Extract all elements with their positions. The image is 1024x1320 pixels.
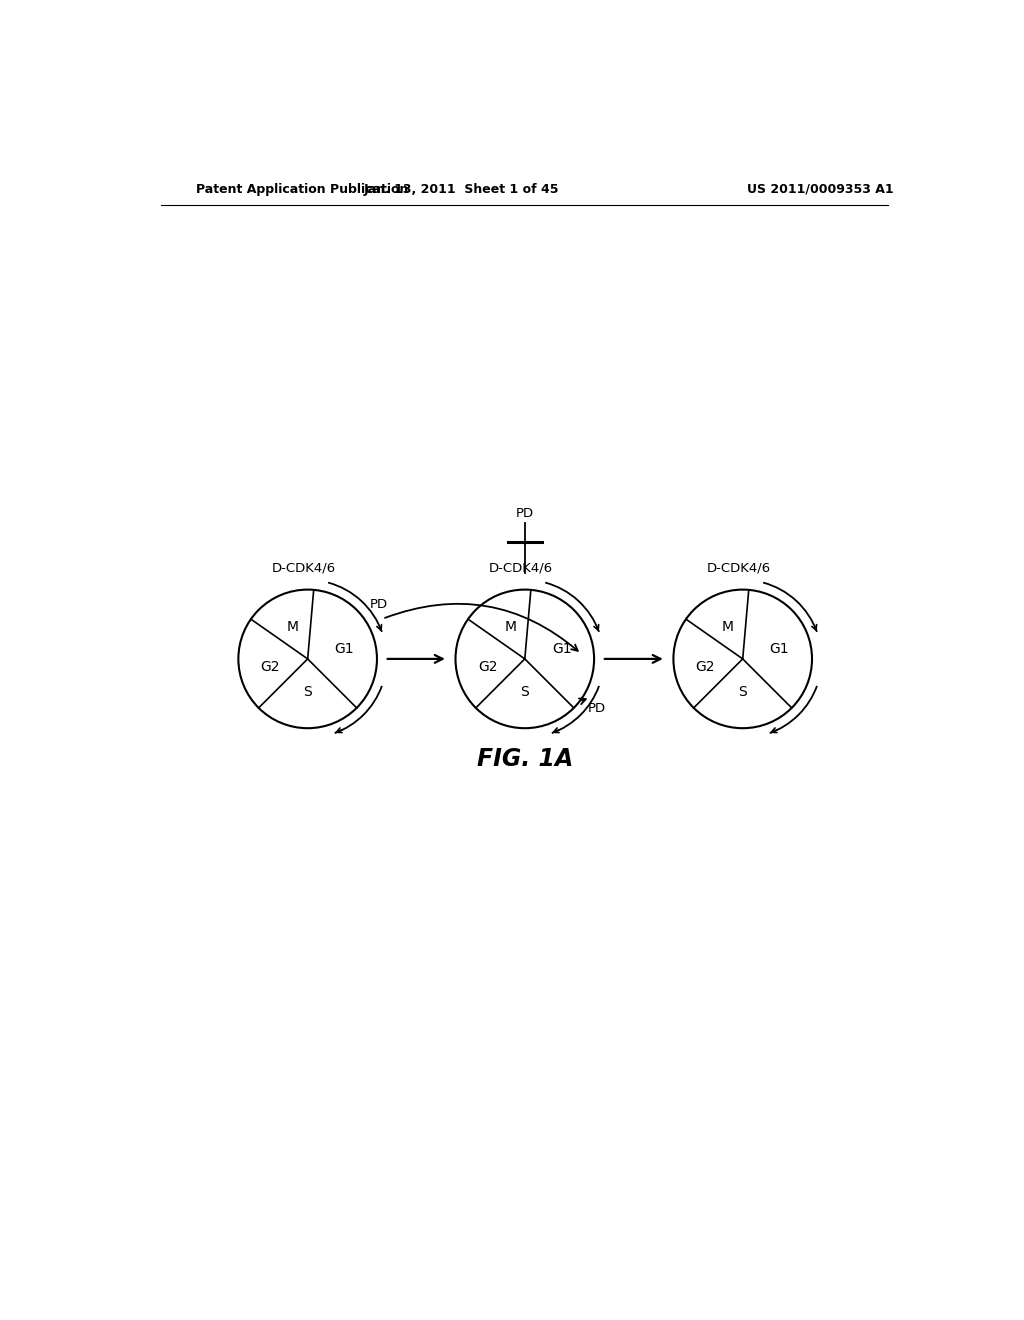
Text: D-CDK4/6: D-CDK4/6 bbox=[707, 561, 771, 574]
Text: D-CDK4/6: D-CDK4/6 bbox=[488, 561, 553, 574]
Text: S: S bbox=[303, 685, 312, 700]
Text: G2: G2 bbox=[261, 660, 281, 673]
Text: S: S bbox=[738, 685, 748, 700]
Text: G2: G2 bbox=[695, 660, 715, 673]
Text: PD: PD bbox=[516, 507, 534, 520]
Text: Jan. 13, 2011  Sheet 1 of 45: Jan. 13, 2011 Sheet 1 of 45 bbox=[364, 182, 559, 195]
Text: PD: PD bbox=[588, 702, 605, 715]
Text: FIG. 1A: FIG. 1A bbox=[477, 747, 572, 771]
Text: S: S bbox=[520, 685, 529, 700]
Text: M: M bbox=[722, 620, 734, 635]
Text: G2: G2 bbox=[478, 660, 498, 673]
Text: M: M bbox=[504, 620, 516, 635]
Text: M: M bbox=[287, 620, 299, 635]
Text: G1: G1 bbox=[552, 642, 571, 656]
Text: G1: G1 bbox=[770, 642, 790, 656]
Text: D-CDK4/6: D-CDK4/6 bbox=[271, 561, 336, 574]
Text: G1: G1 bbox=[335, 642, 354, 656]
Text: US 2011/0009353 A1: US 2011/0009353 A1 bbox=[746, 182, 893, 195]
Text: PD: PD bbox=[370, 598, 387, 611]
Text: Patent Application Publication: Patent Application Publication bbox=[196, 182, 409, 195]
